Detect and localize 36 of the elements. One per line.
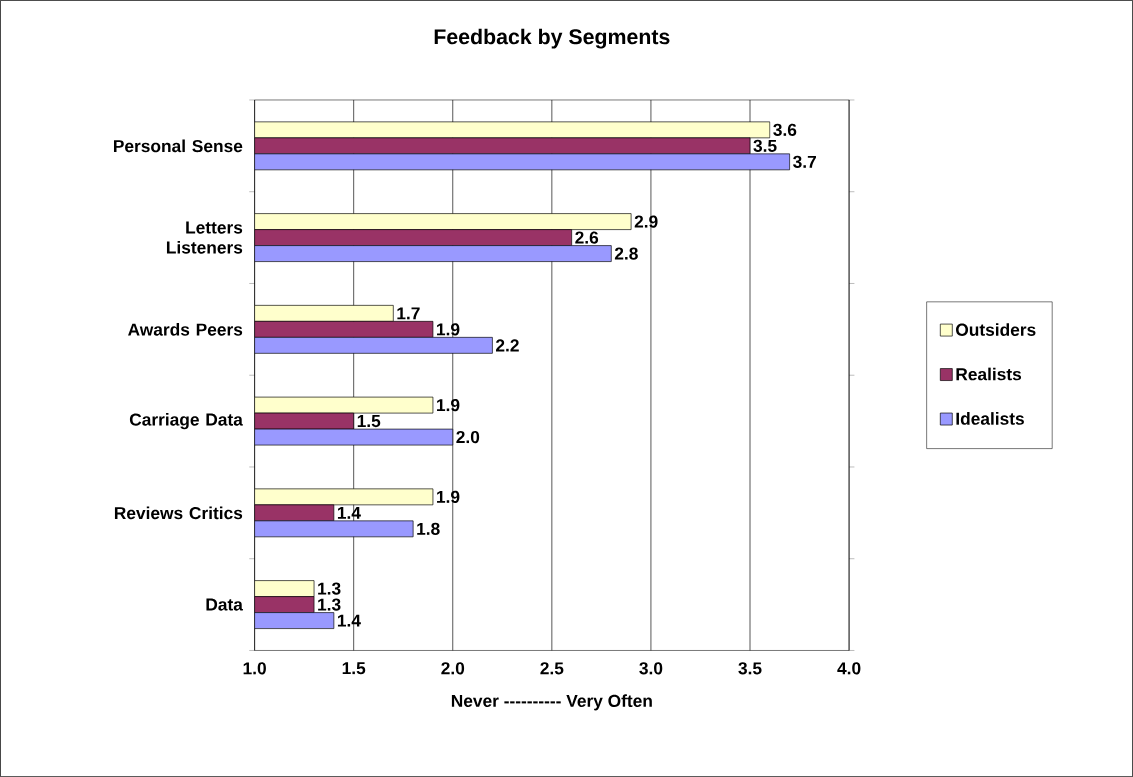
y-tick-label: Letters Listeners [166,221,243,254]
y-tick-label: Reviews Critics [114,506,243,520]
data-label: 2.8 [614,247,638,260]
legend-label: Outsiders [956,323,1036,336]
x-axis-title: Never ---------- Very Often [451,694,652,711]
chart-title: Feedback by Segments [434,28,670,49]
data-label: 2.6 [575,231,599,244]
data-label: 1.4 [337,614,361,627]
legend-label: Realists [956,367,1022,381]
y-tick-label: Carriage Data [129,412,243,430]
data-label: 1.9 [437,398,460,412]
data-label: 2.9 [634,215,658,228]
data-label: 3.5 [753,139,777,152]
data-label: 1.9 [437,323,460,336]
x-tick-label: 2.0 [441,662,465,675]
x-tick-label: 1.5 [342,662,366,675]
x-tick-label: 4.0 [837,662,861,675]
data-label: 3.7 [793,155,816,168]
data-label: 1.3 [318,582,341,595]
data-label: 1.8 [417,522,440,535]
x-tick-label: 3.0 [639,662,663,675]
data-label: 2.0 [456,430,480,444]
data-label: 1.4 [337,506,361,519]
y-tick-label: Personal Sense [113,139,243,153]
data-label: 1.5 [357,415,381,428]
y-tick-label: Data [206,598,243,611]
data-label: 3.6 [773,123,797,136]
x-tick-label: 3.5 [738,662,762,675]
data-label: 1.3 [318,598,341,611]
data-label: 1.7 [397,307,420,320]
data-label: 2.2 [496,339,519,352]
legend-label: Idealists [956,412,1024,425]
x-tick-label: 1.0 [243,662,266,675]
data-label: 1.9 [437,490,460,503]
y-tick-label: Awards Peers [128,322,243,336]
x-tick-label: 2.5 [540,662,564,675]
